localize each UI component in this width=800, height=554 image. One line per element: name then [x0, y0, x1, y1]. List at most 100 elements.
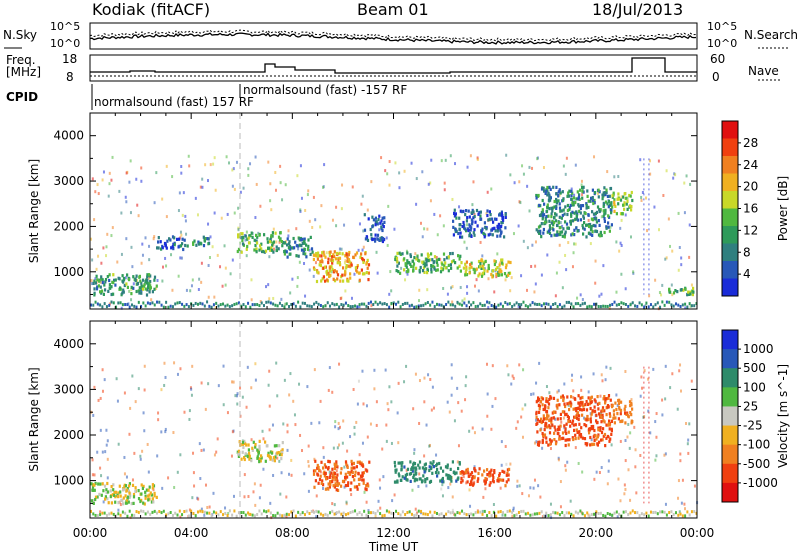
echo-cell — [406, 259, 409, 263]
echo-cell — [344, 472, 347, 476]
echo-cell — [103, 302, 106, 306]
echo-cell — [683, 502, 686, 506]
echo-cell — [485, 477, 488, 481]
echo-cell — [547, 302, 550, 306]
echo-cell — [581, 512, 584, 516]
echo-cell — [575, 217, 578, 221]
echo-cell — [349, 276, 352, 280]
echo-cell — [558, 303, 561, 307]
echo-cell — [499, 486, 502, 490]
echo-cell — [141, 486, 144, 490]
echo-cell — [287, 229, 290, 233]
echo-cell — [540, 510, 543, 514]
echo-cell — [424, 302, 427, 306]
echo-cell — [338, 261, 341, 265]
echo-cell — [349, 488, 352, 492]
echo-cell — [396, 260, 399, 264]
date-title: 18/Jul/2013 — [592, 0, 684, 19]
echo-cell — [465, 268, 468, 272]
echo-cell — [264, 459, 267, 463]
echo-cell — [496, 266, 499, 270]
echo-cell — [355, 251, 359, 255]
echo-cell — [426, 513, 429, 517]
colorbar-swatch — [722, 444, 738, 465]
echo-cell — [105, 428, 108, 432]
echo-cell — [664, 364, 667, 368]
echo-cell — [418, 472, 421, 476]
echo-cell — [335, 224, 338, 228]
echo-cell — [449, 252, 452, 256]
echo-cell — [251, 513, 254, 517]
echo-cell — [424, 480, 427, 484]
echo-cell — [531, 243, 534, 247]
echo-cell — [367, 278, 370, 282]
echo-cell — [558, 193, 561, 197]
echo-cell — [410, 303, 413, 307]
echo-cell — [207, 222, 210, 226]
echo-cell — [506, 364, 509, 368]
echo-cell — [482, 231, 485, 235]
echo-cell — [275, 240, 278, 244]
echo-cell — [140, 492, 143, 496]
echo-cell — [385, 303, 388, 307]
echo-cell — [344, 270, 347, 274]
echo-cell — [406, 272, 409, 276]
echo-cell — [588, 223, 591, 227]
echo-cell — [462, 220, 465, 225]
echo-cell — [430, 408, 433, 412]
echo-cell — [342, 279, 345, 283]
echo-cell — [277, 235, 281, 239]
echo-cell — [354, 509, 357, 513]
echo-cell — [244, 305, 247, 309]
echo-cell — [298, 237, 301, 241]
echo-cell — [274, 231, 277, 235]
echo-cell — [557, 221, 560, 225]
echo-cell — [512, 506, 515, 510]
echo-cell — [502, 218, 505, 222]
echo-cell — [647, 305, 650, 309]
echo-cell — [290, 510, 293, 514]
echo-cell — [439, 466, 442, 470]
echo-cell — [307, 444, 310, 448]
echo-cell — [357, 248, 360, 252]
echo-cell — [615, 393, 618, 397]
echo-cell — [142, 484, 145, 488]
echo-cell — [491, 479, 495, 483]
echo-cell — [117, 442, 120, 446]
echo-cell — [630, 190, 633, 195]
echo-cell — [90, 482, 93, 486]
echo-cell — [98, 279, 101, 283]
echo-cell — [557, 458, 560, 462]
echo-cell — [341, 252, 344, 256]
echo-cell — [430, 158, 433, 162]
echo-cell — [460, 476, 463, 480]
echo-cell — [615, 240, 618, 244]
echo-cell — [618, 406, 621, 410]
echo-cell — [594, 224, 597, 228]
echo-cell — [473, 480, 476, 484]
echo-cell — [433, 255, 437, 259]
echo-cell — [612, 191, 615, 195]
echo-cell — [332, 277, 335, 281]
echo-cell — [348, 264, 351, 268]
echo-cell — [98, 492, 101, 496]
echo-cell — [169, 238, 172, 242]
echo-cell — [246, 244, 249, 249]
echo-cell — [677, 513, 680, 517]
echo-cell — [124, 511, 127, 515]
echo-cell — [615, 407, 618, 412]
echo-cell — [597, 305, 600, 309]
noise-tick-high-left: 10^5 — [50, 20, 81, 33]
echo-cell — [135, 510, 138, 514]
echo-cell — [546, 206, 549, 210]
echo-cell — [546, 400, 549, 404]
echo-cell — [201, 185, 204, 189]
echo-cell — [557, 389, 560, 393]
echo-cell — [599, 394, 602, 398]
echo-cell — [173, 236, 176, 240]
echo-cell — [451, 508, 454, 512]
echo-cell — [490, 187, 493, 191]
echo-cell — [301, 241, 304, 245]
echo-cell — [233, 509, 236, 513]
